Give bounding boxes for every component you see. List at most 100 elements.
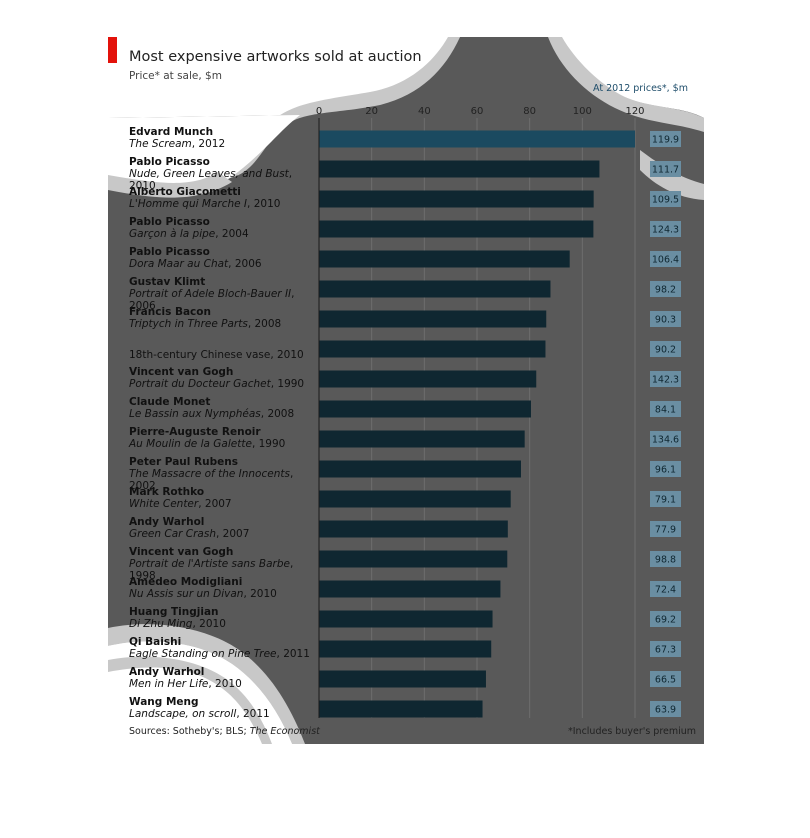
row-label: Vincent van Gogh Portrait de l'Artiste sa… bbox=[129, 546, 319, 582]
row-label: Edvard Munch The Scream, 2012 bbox=[129, 126, 319, 150]
adjusted-value-box bbox=[650, 131, 681, 147]
adjusted-value-label: 142.3 bbox=[652, 375, 679, 386]
bar bbox=[319, 400, 531, 418]
bar bbox=[319, 640, 492, 658]
adjusted-value-label: 124.3 bbox=[652, 225, 679, 236]
adjusted-value-label: 98.8 bbox=[655, 555, 676, 566]
adjusted-value-label: 67.3 bbox=[655, 645, 676, 656]
artist-name: Pablo Picasso bbox=[129, 216, 210, 228]
tick-label: 100 bbox=[573, 106, 592, 117]
adjusted-value-label: 69.2 bbox=[655, 615, 676, 626]
work-title: Portrait de l'Artiste sans Barbe, 1998 bbox=[129, 558, 294, 582]
source-note: Sources: Sotheby's; BLS; The Economist bbox=[129, 726, 320, 737]
bar bbox=[319, 460, 521, 478]
artist-name: Andy Warhol bbox=[129, 516, 205, 528]
row-label: Gustav Klimt Portrait of Adele Bloch-Baue… bbox=[129, 276, 319, 312]
row-label: Pablo Picasso Dora Maar au Chat, 2006 bbox=[129, 246, 319, 270]
bar bbox=[319, 610, 493, 628]
adjusted-value-box bbox=[650, 611, 681, 627]
artist-name: Huang Tingjian bbox=[129, 606, 219, 618]
bar bbox=[319, 310, 547, 328]
adjusted-value-box bbox=[650, 461, 681, 477]
work-title: Green Car Crash, 2007 bbox=[129, 528, 250, 540]
work-title: Portrait du Docteur Gachet, 1990 bbox=[129, 378, 305, 390]
adjusted-value-label: 90.2 bbox=[655, 345, 676, 356]
artist-name: Francis Bacon bbox=[129, 306, 211, 318]
artist-name: Peter Paul Rubens bbox=[129, 456, 238, 468]
adjusted-value-box bbox=[650, 371, 681, 387]
work-title: Portrait of Adele Bloch-Bauer II, 2006 bbox=[129, 288, 295, 312]
bar bbox=[319, 250, 570, 268]
work-title: Nude, Green Leaves, and Bust, 2010 bbox=[129, 168, 293, 192]
tick-label: 80 bbox=[523, 106, 536, 117]
adjusted-value-label: 111.7 bbox=[652, 165, 679, 176]
brand-red-bar bbox=[108, 37, 117, 63]
adjusted-value-label: 77.9 bbox=[655, 525, 676, 536]
bar bbox=[319, 220, 594, 238]
chart-title: Most expensive artworks sold at auction bbox=[129, 49, 422, 65]
adjusted-value-box bbox=[650, 341, 681, 357]
artist-name: Claude Monet bbox=[129, 396, 211, 408]
source-italic: The Economist bbox=[249, 726, 320, 737]
adjusted-value-box bbox=[650, 431, 681, 447]
work-title: Landscape, on scroll, 2011 bbox=[129, 708, 270, 720]
work-title: Au Moulin de la Galette, 1990 bbox=[129, 438, 286, 450]
row-label: Amedeo Modigliani Nu Assis sur un Divan, … bbox=[129, 576, 319, 600]
adjusted-value-label: 119.9 bbox=[652, 135, 679, 146]
row-label: Mark Rothko White Center, 2007 bbox=[129, 486, 319, 510]
adjusted-value-label: 96.1 bbox=[655, 465, 676, 476]
artist-name: Pierre-Auguste Renoir bbox=[129, 426, 261, 438]
adjusted-value-box bbox=[650, 221, 681, 237]
adjusted-value-label: 72.4 bbox=[655, 585, 676, 596]
adjusted-value-box bbox=[650, 581, 681, 597]
adjusted-value-label: 79.1 bbox=[655, 495, 676, 506]
row-label: Alberto Giacometti L'Homme qui Marche I, … bbox=[129, 186, 319, 210]
row-label: Vincent van Gogh Portrait du Docteur Gach… bbox=[129, 366, 319, 390]
adjusted-value-label: 98.2 bbox=[655, 285, 676, 296]
adjusted-value-box bbox=[650, 521, 681, 537]
row-label: Pablo Picasso Garçon à la pipe, 2004 bbox=[129, 216, 319, 240]
bar bbox=[319, 130, 635, 148]
tick-label: 120 bbox=[625, 106, 644, 117]
adjusted-value-box bbox=[650, 551, 681, 567]
artist-name: Qi Baishi bbox=[129, 636, 182, 648]
row-label: Andy Warhol Men in Her Life, 2010 bbox=[129, 666, 319, 690]
bar bbox=[319, 430, 525, 448]
artist-name: Amedeo Modigliani bbox=[129, 576, 243, 588]
bar bbox=[319, 700, 483, 718]
adjusted-value-label: 63.9 bbox=[655, 705, 676, 716]
row-label: Pierre-Auguste Renoir Au Moulin de la Gal… bbox=[129, 426, 319, 450]
tick-label: 0 bbox=[316, 106, 322, 117]
bar bbox=[319, 550, 508, 568]
bar bbox=[319, 580, 501, 598]
bar bbox=[319, 670, 486, 688]
row-label: Claude Monet Le Bassin aux Nymphéas, 2008 bbox=[129, 396, 319, 420]
chart-subtitle: Price* at sale, $m bbox=[129, 70, 222, 82]
tick-label: 60 bbox=[471, 106, 484, 117]
artist-name: Pablo Picasso bbox=[129, 246, 210, 258]
work-title: L'Homme qui Marche I, 2010 bbox=[129, 198, 281, 210]
tick-label: 40 bbox=[418, 106, 431, 117]
artist-name: Vincent van Gogh bbox=[129, 366, 234, 378]
row-label: 18th-century Chinese vase, 2010 bbox=[129, 343, 319, 362]
tick-label: 20 bbox=[365, 106, 378, 117]
work-title: The Scream, 2012 bbox=[129, 138, 226, 150]
artist-name: Mark Rothko bbox=[129, 486, 205, 498]
adjusted-value-label: 66.5 bbox=[655, 675, 676, 686]
work-title: Garçon à la pipe, 2004 bbox=[129, 228, 249, 240]
row-label: Qi Baishi Eagle Standing on Pine Tree, 20… bbox=[129, 636, 319, 660]
row-label: Andy Warhol Green Car Crash, 2007 bbox=[129, 516, 319, 540]
artist-name: Gustav Klimt bbox=[129, 276, 206, 288]
artist-name: Edvard Munch bbox=[129, 126, 214, 138]
adjusted-value-box bbox=[650, 491, 681, 507]
row-label: Francis Bacon Triptych in Three Parts, 20… bbox=[129, 306, 319, 330]
footnote: *Includes buyer's premium bbox=[568, 726, 697, 737]
artist-name: Pablo Picasso bbox=[129, 156, 210, 168]
row-label: Huang Tingjian Di Zhu Ming, 2010 bbox=[129, 606, 319, 630]
adjusted-value-label: 90.3 bbox=[655, 315, 676, 326]
adjusted-value-box bbox=[650, 641, 681, 657]
adjusted-value-box bbox=[650, 161, 681, 177]
bar bbox=[319, 520, 508, 538]
adjusted-value-box bbox=[650, 281, 681, 297]
work-title: Eagle Standing on Pine Tree, 2011 bbox=[129, 648, 310, 660]
